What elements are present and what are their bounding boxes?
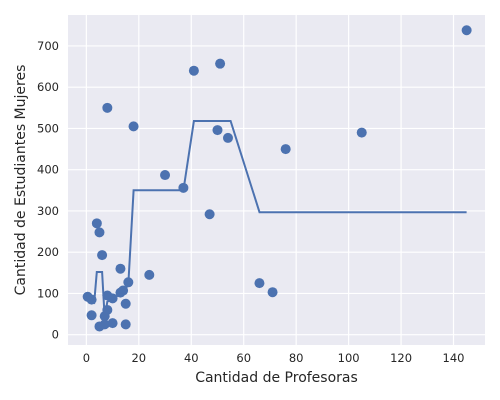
- scatter-point: [461, 25, 472, 36]
- y-tick-label: 0: [52, 328, 59, 342]
- scatter-point: [160, 170, 171, 181]
- y-tick-label: 500: [37, 121, 59, 135]
- x-axis-label: Cantidad de Profesoras: [195, 370, 358, 386]
- scatter-point: [94, 227, 105, 238]
- y-axis-label: Cantidad de Estudiantes Mujeres: [13, 65, 29, 296]
- scatter-point: [280, 144, 291, 155]
- scatter-point: [107, 318, 118, 329]
- scatter-point: [356, 127, 367, 138]
- grid: [68, 15, 485, 345]
- plot-background: [68, 15, 485, 345]
- x-tick-label: 40: [184, 351, 199, 365]
- scatter-point: [102, 304, 113, 315]
- scatter-point: [120, 298, 131, 309]
- x-tick-label: 60: [236, 351, 251, 365]
- x-tick-label: 100: [338, 351, 360, 365]
- tick-labels: 0 20 40 60 80 100 120 140 0 100 200 300 400 500 600 700: [37, 39, 464, 365]
- scatter-point: [267, 287, 278, 298]
- scatter-point: [212, 125, 223, 136]
- scatter-point: [107, 293, 118, 304]
- y-tick-label: 300: [37, 204, 59, 218]
- y-tick-label: 600: [37, 80, 59, 94]
- y-tick-label: 200: [37, 245, 59, 259]
- scatter-point: [204, 209, 215, 220]
- scatter-point: [178, 182, 189, 193]
- x-tick-label: 120: [390, 351, 412, 365]
- y-tick-label: 700: [37, 39, 59, 53]
- scatter-point: [97, 250, 108, 261]
- y-tick-label: 400: [37, 163, 59, 177]
- x-tick-label: 140: [443, 351, 465, 365]
- scatter-point: [118, 285, 129, 296]
- scatter-point: [123, 277, 134, 288]
- scatter-point: [115, 263, 126, 274]
- scatter-point: [254, 278, 265, 289]
- scatter-point: [144, 269, 155, 280]
- scatter-point: [86, 310, 97, 321]
- scatter-point: [86, 294, 97, 305]
- x-tick-label: 80: [289, 351, 304, 365]
- scatter-points: [82, 25, 472, 332]
- scatter-point: [99, 319, 110, 330]
- y-tick-label: 100: [37, 286, 59, 300]
- scatter-point: [188, 65, 199, 76]
- scatter-point: [222, 132, 233, 143]
- x-tick-label: 0: [83, 351, 90, 365]
- scatter-point: [120, 319, 131, 330]
- scatter-point: [215, 58, 226, 69]
- scatter-point: [91, 218, 102, 229]
- scatter-point: [102, 102, 113, 113]
- x-tick-label: 20: [131, 351, 146, 365]
- scatter-point: [128, 121, 139, 132]
